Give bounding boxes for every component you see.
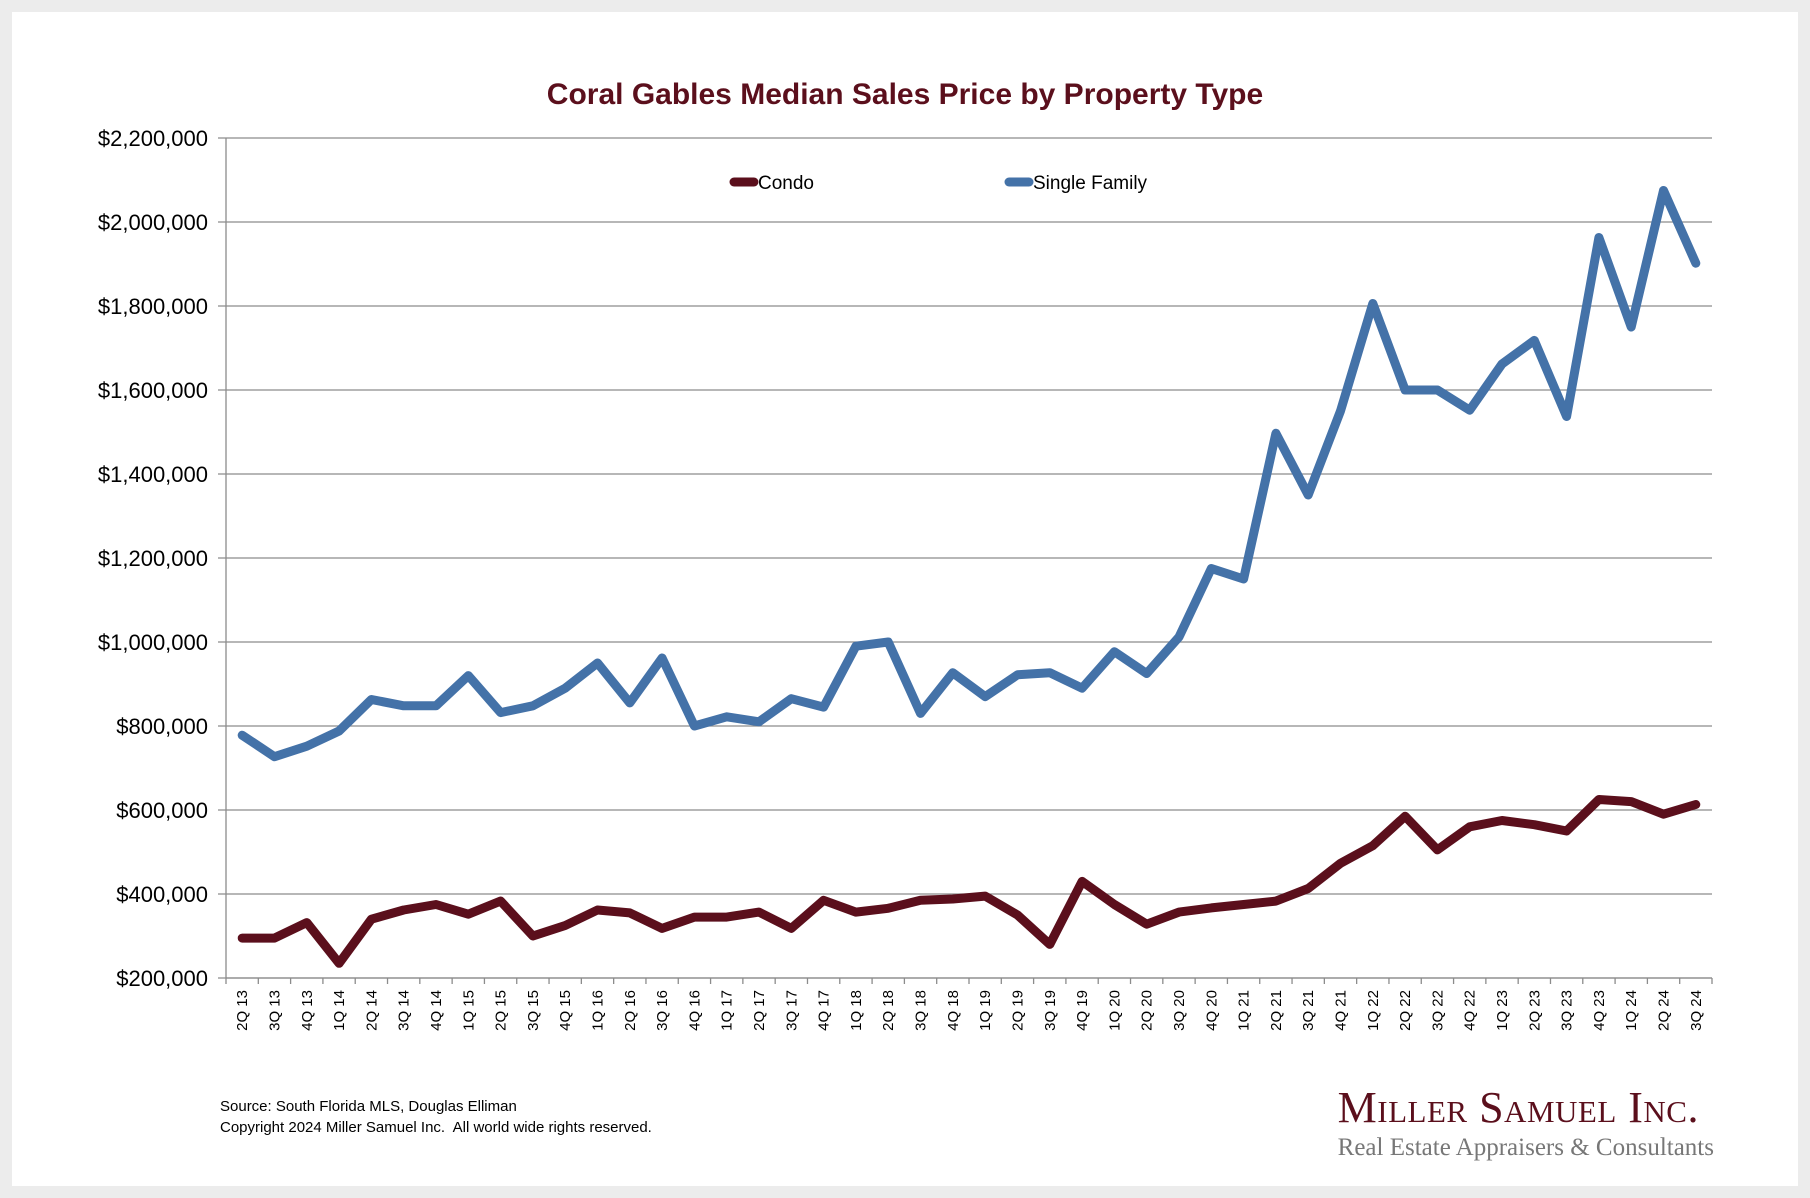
x-axis: 2Q 13 3Q 13 4Q 13 1Q 14 2Q 14 3Q 14 4Q 14 1Q 15… [225,977,1713,1031]
y-axis: $200,000 $400,000 $600,000 $800,000 $1,000,0… [98,126,227,991]
x-tick-label: 3Q 16 [654,990,671,1031]
x-tick-label: 2Q 24 [1656,990,1673,1031]
x-tick-label: 1Q 21 [1236,990,1253,1031]
x-tick-label: 2Q 18 [880,990,897,1031]
x-tick-label: 1Q 22 [1365,990,1382,1031]
series-line-single-family [237,186,1701,762]
y-tick-label: $600,000 [116,798,208,823]
x-tick-label: 3Q 18 [913,990,930,1031]
x-tick-label: 2Q 15 [493,990,510,1031]
y-tick-label: $800,000 [116,714,208,739]
legend: Condo Single Family [729,173,1148,194]
x-tick-label: 1Q 17 [719,990,736,1031]
x-tick-label: 3Q 17 [783,990,800,1031]
x-tick-label: 1Q 19 [977,990,994,1031]
x-tick-label: 4Q 20 [1203,990,1220,1031]
copyright-note: Copyright 2024 Miller Samuel Inc. All wo… [220,1119,652,1136]
x-tick-label: 4Q 16 [686,990,703,1031]
y-tick-label: $200,000 [116,966,208,991]
company-logo: Miller Samuel Inc. Real Estate Appraiser… [1338,1084,1714,1164]
x-tick-label: 3Q 24 [1688,990,1705,1031]
x-tick-label: 4Q 13 [299,990,316,1031]
x-tick-label: 2Q 20 [1139,990,1156,1031]
y-tick-label: $1,200,000 [98,546,208,571]
x-tick-label: 3Q 14 [396,990,413,1031]
x-tick-label: 1Q 18 [848,990,865,1031]
x-tick-label: 4Q 14 [428,990,445,1031]
x-tick-label: 1Q 14 [331,990,348,1031]
x-tick-label: 1Q 23 [1494,990,1511,1031]
x-tick-label: 1Q 20 [1106,990,1123,1031]
x-tick-label: 2Q 17 [751,990,768,1031]
x-tick-label: 3Q 21 [1300,990,1317,1031]
chart-title: Coral Gables Median Sales Price by Prope… [546,78,1264,111]
x-tick-label: 2Q 19 [1009,990,1026,1031]
x-tick-label: 3Q 20 [1171,990,1188,1031]
x-tick-label: 3Q 22 [1429,990,1446,1031]
x-tick-label: 1Q 24 [1623,990,1640,1031]
y-tick-label: $1,600,000 [98,378,208,403]
x-tick-label: 4Q 18 [945,990,962,1031]
y-tick-label: $1,400,000 [98,462,208,487]
y-tick-label: $2,200,000 [98,126,208,151]
x-tick-label: 4Q 15 [557,990,574,1031]
x-tick-label: 4Q 19 [1074,990,1091,1031]
gridlines [218,137,1712,979]
logo-tagline: Real Estate Appraisers & Consultants [1337,1134,1714,1161]
x-tick-label: 2Q 23 [1526,990,1543,1031]
x-tick-label: 2Q 14 [363,990,380,1031]
x-tick-label: 2Q 22 [1397,990,1414,1031]
logo-name: Miller Samuel Inc. [1337,1083,1699,1132]
x-tick-label: 2Q 21 [1268,990,1285,1031]
y-tick-label: $400,000 [116,882,208,907]
x-tick-label: 4Q 17 [816,990,833,1031]
y-tick-label: $1,000,000 [98,630,208,655]
chart-frame: Coral Gables Median Sales Price by Prope… [12,12,1798,1186]
x-tick-label: 3Q 19 [1042,990,1059,1031]
x-tick-label: 3Q 23 [1559,990,1576,1031]
source-note: Source: South Florida MLS, Douglas Ellim… [220,1098,517,1115]
x-tick-label: 2Q 13 [234,990,251,1031]
y-tick-label: $2,000,000 [98,210,208,235]
series-line-condo [237,795,1701,968]
x-tick-label: 1Q 16 [590,990,607,1031]
series-lines [237,186,1701,968]
y-tick-label: $1,800,000 [98,294,208,319]
line-chart: $200,000 $400,000 $600,000 $800,000 $1,000,0… [98,126,1713,1031]
x-tick-label: 4Q 23 [1591,990,1608,1031]
x-tick-label: 1Q 15 [460,990,477,1031]
footer: Source: South Florida MLS, Douglas Ellim… [220,1096,652,1138]
x-tick-label: 3Q 15 [525,990,542,1031]
x-tick-label: 4Q 21 [1333,990,1350,1031]
x-tick-label: 4Q 22 [1462,990,1479,1031]
legend-label-single-family: Single Family [1033,173,1148,194]
legend-label-condo: Condo [758,173,814,194]
x-tick-label: 2Q 16 [622,990,639,1031]
x-tick-label: 3Q 13 [266,990,283,1031]
